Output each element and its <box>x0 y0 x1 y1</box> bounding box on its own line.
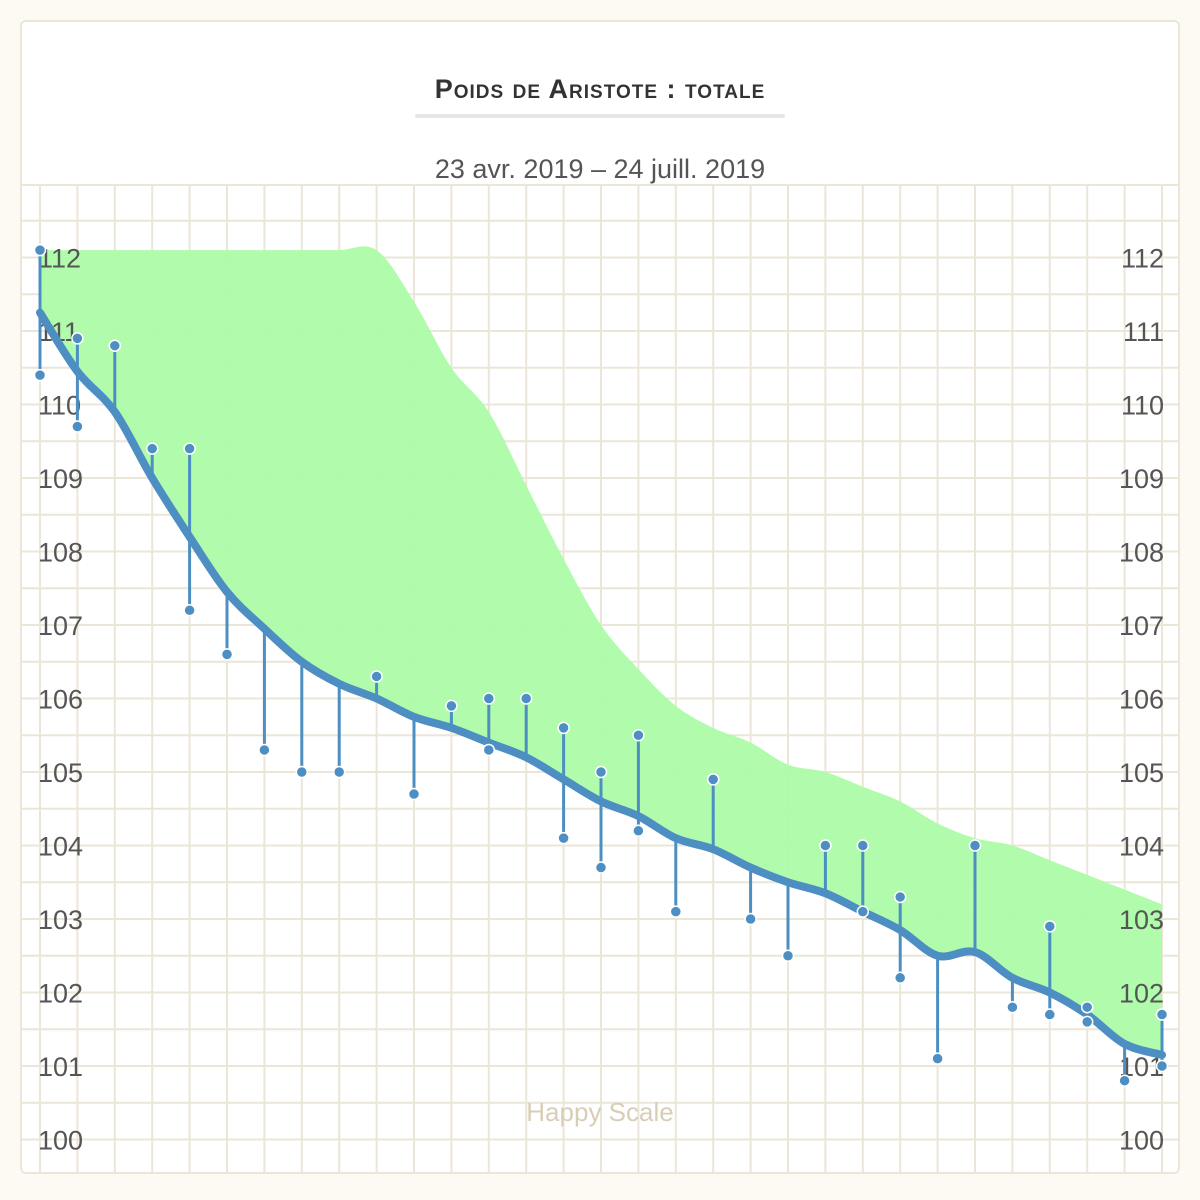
weigh-in-point <box>1155 1059 1169 1073</box>
weigh-in-point <box>33 243 47 257</box>
y-tick-label-left: 105 <box>38 758 83 788</box>
weigh-in-point <box>819 839 832 852</box>
y-tick-label-right: 108 <box>1119 538 1164 568</box>
y-tick-label-right: 107 <box>1119 611 1164 641</box>
weigh-in-point <box>557 831 570 845</box>
weigh-in-point <box>893 971 907 985</box>
weigh-in-point <box>669 905 683 918</box>
chart-title: Poids de Aristote : totale <box>434 74 766 104</box>
weigh-in-point <box>183 604 196 617</box>
weigh-in-point <box>1006 1000 1019 1014</box>
y-tick-label-right: 111 <box>1123 317 1164 347</box>
weigh-in-point <box>632 824 645 838</box>
weigh-in-point <box>856 905 870 918</box>
y-tick-label-left: 104 <box>38 832 83 862</box>
weigh-in-point <box>482 743 496 757</box>
y-tick-label-right: 110 <box>1121 391 1164 421</box>
weigh-in-point <box>856 839 870 852</box>
weigh-in-point <box>258 743 271 757</box>
weigh-in-point <box>519 692 533 705</box>
weigh-in-point <box>370 670 383 683</box>
y-tick-label-right: 102 <box>1119 979 1164 1009</box>
weigh-in-point <box>893 890 907 904</box>
weigh-in-point <box>557 721 570 735</box>
weigh-in-point <box>594 765 608 779</box>
weigh-in-point <box>71 420 84 433</box>
weigh-in-point <box>332 765 346 779</box>
y-tick-label-left: 106 <box>38 685 83 715</box>
weigh-in-point <box>295 765 309 779</box>
y-tick-label-right: 112 <box>1121 244 1164 274</box>
watermark: Happy Scale <box>526 1097 673 1127</box>
weigh-in-point <box>968 839 982 852</box>
y-tick-label-left: 108 <box>38 538 83 568</box>
y-tick-label-right: 105 <box>1119 758 1164 788</box>
date-range: 23 avr. 2019 – 24 juill. 2019 <box>434 154 766 184</box>
weigh-in-point <box>1155 1008 1169 1021</box>
weigh-ins <box>33 243 1169 1087</box>
weigh-in-point <box>33 368 47 382</box>
weigh-in-point <box>407 787 421 801</box>
title-underline <box>415 114 785 118</box>
y-tick-label-left: 100 <box>38 1126 83 1156</box>
y-tick-label-left: 103 <box>38 905 83 935</box>
weigh-in-point <box>482 692 496 705</box>
weight-chart: 100101102103104105106107108109110111112 … <box>22 184 1178 1172</box>
weigh-in-point <box>1118 1074 1131 1087</box>
y-tick-label-left: 109 <box>38 464 83 494</box>
y-tick-label-left: 107 <box>38 611 83 641</box>
y-tick-label-left: 101 <box>38 1052 83 1082</box>
weigh-in-point <box>1043 920 1057 933</box>
y-tick-label-right: 106 <box>1119 685 1164 715</box>
weigh-in-point <box>1080 1015 1094 1029</box>
y-tick-label-left: 102 <box>38 979 83 1009</box>
weigh-in-point <box>594 861 608 874</box>
weigh-in-point <box>706 773 720 786</box>
goal-band <box>40 246 1162 1055</box>
y-tick-label-right: 100 <box>1119 1126 1164 1156</box>
y-tick-label-left: 110 <box>38 391 81 421</box>
weigh-in-point <box>145 442 159 455</box>
weigh-in-point <box>445 699 458 713</box>
weigh-in-point <box>931 1052 944 1065</box>
weigh-in-point <box>1080 1000 1094 1014</box>
chart-card: 100 101 102 103 104 105 106 107 108 109 110 111 112 … <box>20 20 1180 1174</box>
weigh-in-point <box>108 339 122 352</box>
weigh-in-point <box>781 949 795 962</box>
weigh-in-point <box>744 912 757 926</box>
y-tick-label-right: 103 <box>1119 905 1164 935</box>
weigh-in-point <box>632 729 645 742</box>
y-tick-label-right: 109 <box>1119 464 1164 494</box>
weigh-in-point <box>1043 1008 1057 1021</box>
y-tick-label-right: 104 <box>1119 832 1164 862</box>
weigh-in-point <box>183 442 196 455</box>
weigh-in-point <box>220 648 234 661</box>
weigh-in-point <box>71 332 84 345</box>
